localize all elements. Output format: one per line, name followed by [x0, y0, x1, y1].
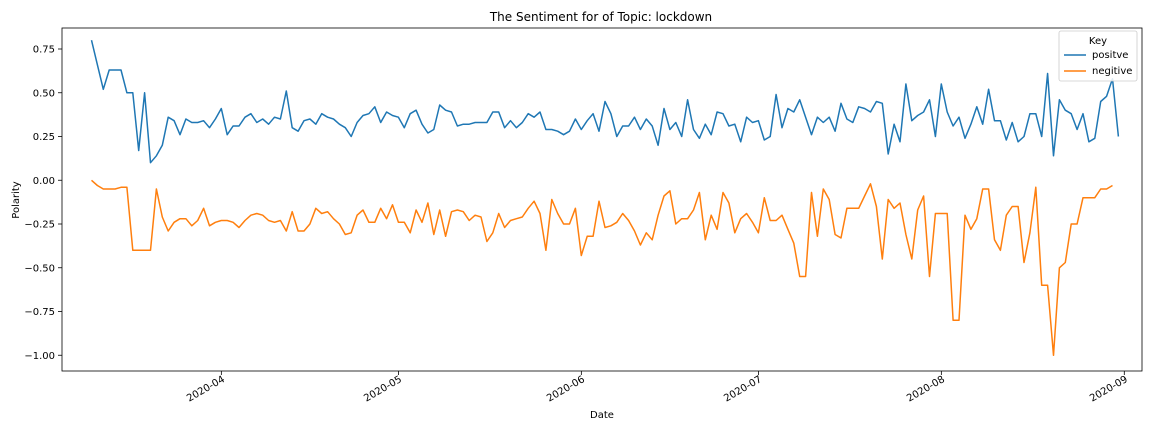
- legend-label-negitive: negitive: [1092, 66, 1132, 77]
- y-tick-label: 0.00: [33, 176, 55, 187]
- legend-label-positve: positve: [1092, 50, 1128, 61]
- chart-title: The Sentiment for of Topic: lockdown: [489, 10, 712, 24]
- y-tick-label: −1.00: [24, 351, 55, 362]
- y-tick-label: −0.50: [24, 263, 55, 274]
- legend: Key positve negitive: [1058, 30, 1138, 82]
- y-axis: −1.00 −0.75 −0.50 −0.25 0.00 0.25 0.50 0.75: [24, 45, 62, 362]
- y-tick-label: 0.25: [33, 132, 55, 143]
- y-tick-label: −0.25: [24, 220, 55, 231]
- series-line-positve: [90, 40, 1120, 164]
- series-lines: [90, 40, 1120, 357]
- series-line-negitive: [91, 179, 1113, 357]
- legend-box: [1058, 30, 1138, 82]
- x-axis-label: Date: [590, 410, 614, 421]
- y-tick-label: 0.75: [33, 45, 55, 56]
- y-tick-label: −0.75: [24, 307, 55, 318]
- y-tick-label: 0.50: [33, 88, 55, 99]
- plot-area: [61, 27, 1143, 372]
- y-axis-label: Polarity: [11, 181, 22, 219]
- legend-title: Key: [1089, 36, 1107, 47]
